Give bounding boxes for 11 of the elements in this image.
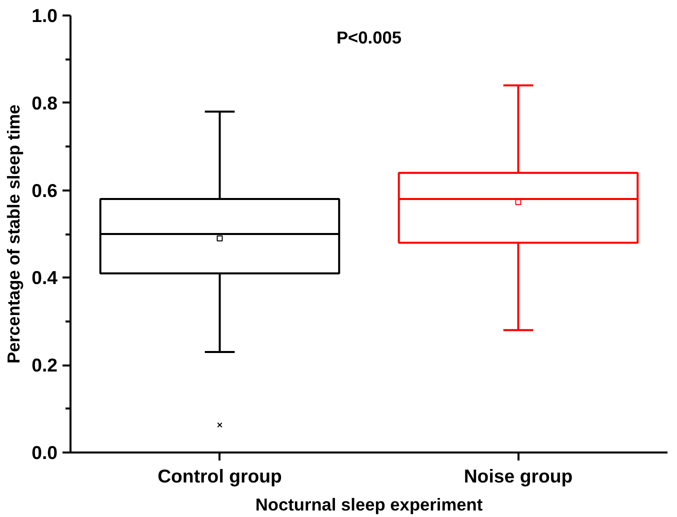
annotation: P<0.005 [336,27,402,48]
y-tick-label: 0.6 [32,180,58,201]
x-tick-label: Control group [158,466,282,486]
y-tick-label: 0.8 [32,92,58,114]
y-tick-label: 0.2 [32,354,58,376]
x-axis-title: Nocturnal sleep experiment [255,494,483,514]
y-tick-label: 0.4 [32,267,58,288]
y-tick-label: 1.0 [32,5,58,26]
y-axis-title: Percentage of stable sleep time [4,104,24,364]
y-tick-label: 0.0 [32,442,58,463]
x-tick-label: Noise group [464,466,573,486]
